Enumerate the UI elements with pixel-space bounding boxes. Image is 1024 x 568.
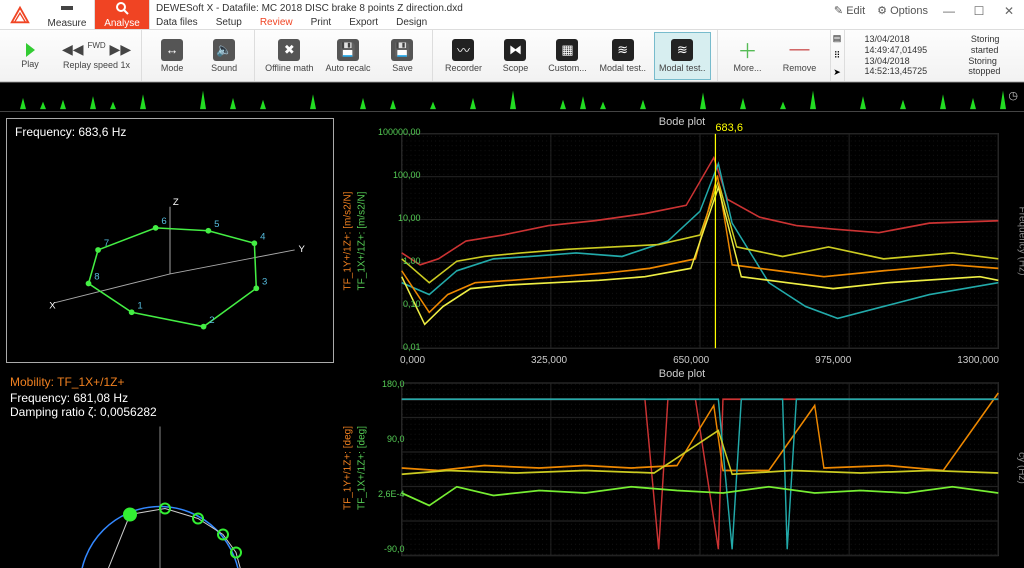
status-msg: Storing stopped — [968, 56, 1022, 78]
mobility-frequency: Frequency: 681,08 Hz — [10, 391, 330, 405]
window-controls: — ☐ ✕ — [934, 0, 1024, 29]
minimize-button[interactable]: — — [934, 0, 964, 22]
recorder-button[interactable]: 〰Recorder — [439, 32, 487, 80]
grip-icon[interactable]: ⠿ — [834, 50, 841, 61]
modal-test-2-button[interactable]: ≋Modal test.. — [654, 32, 711, 80]
status-ts: 13/04/2018 14:52:13,45725 — [865, 56, 959, 78]
x-ticks: 0,000325,000650,000975,0001300,000 — [400, 355, 999, 366]
close-button[interactable]: ✕ — [994, 0, 1024, 22]
y-axis-label-1: TF_1Y+/1Z+: [m/s2/N] — [343, 192, 354, 291]
menu-bar: Data files Setup Review Print Export Des… — [156, 17, 427, 28]
timeline-strip[interactable]: ◷ — [0, 82, 1024, 112]
remove-button[interactable]: —Remove — [776, 32, 824, 80]
circle-fit-panel[interactable] — [0, 425, 340, 568]
tab-label: Measure — [48, 18, 87, 29]
bode-phase-chart[interactable]: Bode plot TF_1Y+/1Z+: [deg] TF_1X+/1Z+: … — [340, 368, 1024, 568]
menu-design[interactable]: Design — [396, 17, 427, 28]
title-bar: Measure Analyse DEWESoft X - Datafile: M… — [0, 0, 1024, 30]
chart-title: Bode plot — [659, 116, 705, 128]
main-tab-analyse[interactable]: Analyse — [95, 0, 150, 29]
menu-review[interactable]: Review — [260, 17, 293, 28]
custom-button[interactable]: ▦Custom... — [543, 32, 591, 80]
title-and-menu: DEWESoft X - Datafile: MC 2018 DISC brak… — [150, 0, 834, 29]
offline-math-button[interactable]: ✖Offline math — [261, 32, 317, 80]
menu-print[interactable]: Print — [311, 17, 332, 28]
status-ts: 13/04/2018 14:49:47,01495 — [865, 34, 961, 56]
x-axis-label: Frequency (Hz) — [1017, 207, 1024, 276]
svg-text:Z: Z — [173, 197, 179, 208]
svg-text:1: 1 — [137, 300, 142, 311]
svg-text:2: 2 — [209, 315, 214, 326]
app-title: DEWESoft X - Datafile: MC 2018 DISC brak… — [156, 3, 463, 14]
tool-edge-icons: ▤ ⠿ ➤ — [831, 30, 845, 81]
menu-setup[interactable]: Setup — [216, 17, 242, 28]
status-msg: Storing started — [971, 34, 1022, 56]
menu-data-files[interactable]: Data files — [156, 17, 198, 28]
mode-button[interactable]: ↔Mode — [148, 32, 196, 80]
svg-text:X: X — [49, 300, 56, 311]
svg-text:3: 3 — [262, 276, 267, 287]
maximize-button[interactable]: ☐ — [964, 0, 994, 22]
x-axis-label: cy (Hz) — [1017, 452, 1024, 484]
mobility-info: Mobility: TF_1X+/1Z+ Frequency: 681,08 H… — [0, 369, 340, 425]
more-button[interactable]: ＋More... — [724, 32, 772, 80]
chart-title: Bode plot — [659, 368, 705, 380]
scope-button[interactable]: ⧓Scope — [491, 32, 539, 80]
left-pane: Frequency: 683,6 Hz X Y Z 1 2 3 4 5 6 7 8 Mobility… — [0, 112, 340, 568]
mobility-damping: Damping ratio ζ: 0,0056282 — [10, 405, 330, 419]
toolbar: Play ◀◀ FWD ▶▶Replay speed 1x ↔Mode 🔈Sou… — [0, 30, 1024, 82]
options-link[interactable]: ⚙ Options — [877, 0, 928, 17]
edit-link[interactable]: ✎ Edit — [834, 0, 865, 17]
svg-text:7: 7 — [104, 238, 109, 249]
app-logo — [0, 0, 40, 29]
grid-icon[interactable]: ▤ — [833, 33, 842, 44]
y-axis-label-2: TF_1X+/1Z+: [deg] — [357, 426, 368, 510]
svg-text:4: 4 — [260, 231, 266, 242]
main-tab-measure[interactable]: Measure — [40, 0, 95, 29]
y-axis-label-2: TF_1X+/1Z+: [m/s2/N] — [357, 192, 368, 291]
menu-export[interactable]: Export — [349, 17, 378, 28]
right-pane: Bode plot TF_1Y+/1Z+: [m/s2/N] TF_1X+/1Z… — [340, 112, 1024, 568]
svg-text:6: 6 — [161, 216, 166, 227]
svg-text:5: 5 — [214, 219, 219, 230]
clock-icon[interactable]: ◷ — [1008, 89, 1018, 102]
svg-text:Y: Y — [298, 244, 305, 255]
peak-cursor-label: 683,6 — [715, 122, 743, 134]
workspace: Frequency: 683,6 Hz X Y Z 1 2 3 4 5 6 7 8 Mobility… — [0, 112, 1024, 568]
save-button[interactable]: 💾Save — [378, 32, 426, 80]
status-log: 13/04/2018 14:49:47,01495 Storing started… — [845, 30, 1024, 81]
cursor-icon[interactable]: ➤ — [833, 67, 841, 78]
top-right-options: ✎ Edit ⚙ Options — [834, 0, 934, 29]
play-button[interactable]: Play — [6, 32, 54, 80]
mobility-title: Mobility: TF_1X+/1Z+ — [10, 375, 330, 389]
geometry-panel[interactable]: Frequency: 683,6 Hz X Y Z 1 2 3 4 5 6 7 8 — [6, 118, 334, 363]
modal-test-1-button[interactable]: ≋Modal test.. — [595, 32, 650, 80]
y-axis-label-1: TF_1Y+/1Z+: [deg] — [343, 426, 354, 510]
fwd-button[interactable]: ◀◀ FWD ▶▶Replay speed 1x — [58, 32, 135, 80]
y-ticks: 100000,00100,0010,001,000,100,01 — [378, 128, 421, 352]
sound-button[interactable]: 🔈Sound — [200, 32, 248, 80]
auto-recalc-button[interactable]: 💾Auto recalc — [321, 32, 374, 80]
y-ticks: 180,090,02,6E-4-90,0 — [378, 380, 405, 554]
bode-magnitude-chart[interactable]: Bode plot TF_1Y+/1Z+: [m/s2/N] TF_1X+/1Z… — [340, 116, 1024, 366]
tab-label: Analyse — [104, 18, 140, 29]
svg-text:8: 8 — [94, 272, 99, 283]
geom-frequency-label: Frequency: 683,6 Hz — [15, 125, 126, 139]
